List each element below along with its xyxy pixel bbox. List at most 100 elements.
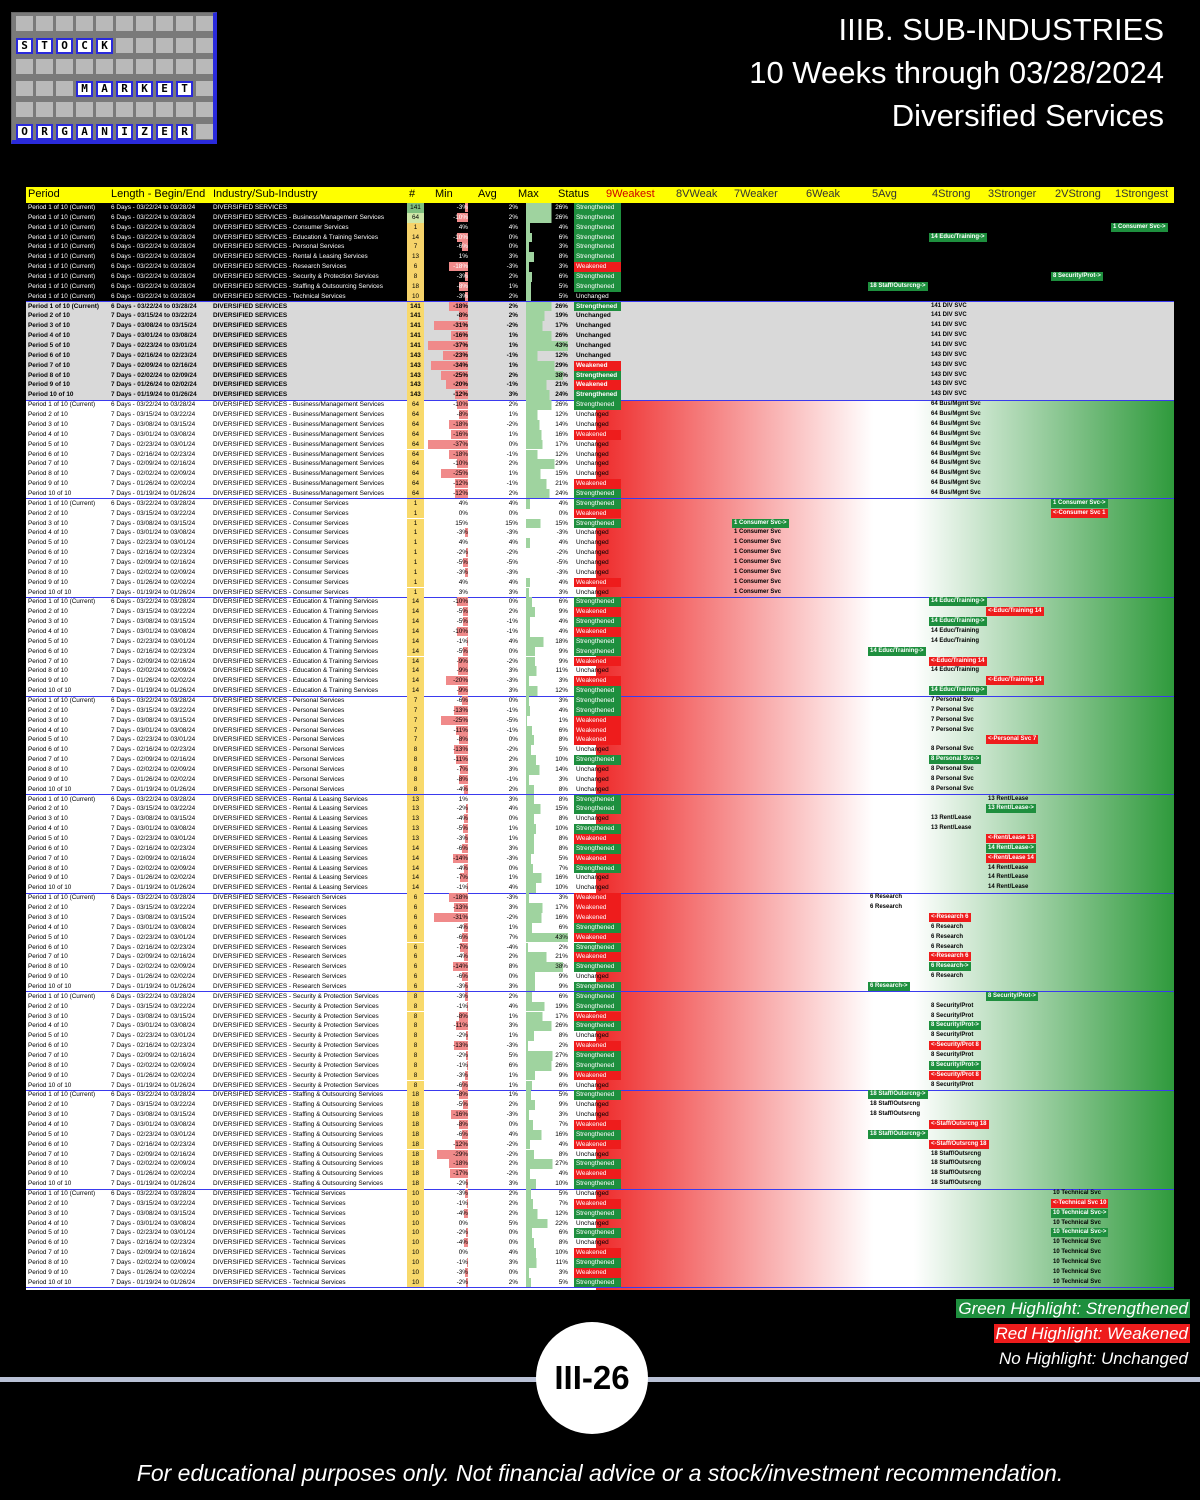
- table-row: Period 1 of 10 (Current) 6 Days - 03/22/2…: [26, 301, 1174, 312]
- max-cell: 24%: [526, 488, 568, 499]
- min-bar: [428, 341, 468, 351]
- min-bar: [466, 1198, 468, 1208]
- length-cell: 6 Days - 03/22/24 to 03/28/24: [111, 213, 196, 221]
- period-cell: Period 9 of 10: [28, 874, 68, 882]
- count-cell: 18: [407, 1110, 424, 1120]
- length-cell: 7 Days - 01/26/24 to 02/02/24: [111, 775, 196, 783]
- count-cell: 7: [407, 715, 424, 726]
- min-bar: [453, 903, 468, 913]
- min-bar: [457, 459, 468, 469]
- max-cell: 8%: [526, 252, 568, 263]
- table-row: Period 7 of 10 7 Days - 02/09/24 to 02/16…: [26, 1149, 1174, 1160]
- max-cell: 21%: [526, 380, 568, 391]
- position-tag: 6 Research: [931, 943, 964, 950]
- period-cell: Period 8 of 10: [28, 864, 68, 872]
- industry-cell: DIVERSIFIED SERVICES - Technical Service…: [213, 1190, 346, 1197]
- status-cell: Weakened: [574, 912, 621, 923]
- min-bar: [456, 1021, 468, 1031]
- avg-cell: 2%: [508, 401, 518, 409]
- logo-letter: A: [96, 80, 113, 97]
- length-cell: 7 Days - 02/09/24 to 02/16/24: [111, 460, 196, 468]
- count-cell: 8: [407, 991, 424, 1002]
- period-cell: Period 8 of 10: [28, 667, 68, 675]
- length-cell: 7 Days - 03/01/24 to 03/08/24: [111, 825, 196, 833]
- table-row: Period 1 of 10 (Current) 6 Days - 03/22/2…: [26, 272, 1174, 282]
- avg-cell: -2%: [506, 549, 518, 557]
- min-bar: [466, 1258, 468, 1268]
- industry-cell: DIVERSIFIED SERVICES - Security & Protec…: [213, 1061, 379, 1069]
- min-bar: [458, 666, 468, 676]
- logo-tile: [56, 102, 73, 117]
- count-cell: 18: [407, 1090, 424, 1101]
- status-cell: Weakened: [574, 1070, 621, 1081]
- avg-cell: 4%: [508, 884, 518, 892]
- industry-cell: DIVERSIFIED SERVICES - Security & Protec…: [213, 1051, 379, 1059]
- logo-tile: [176, 59, 193, 74]
- length-cell: 7 Days - 03/08/24 to 03/15/24: [111, 322, 197, 330]
- min-cell: -10%: [453, 213, 468, 221]
- max-cell: 15%: [526, 518, 568, 529]
- avg-cell: 2%: [508, 1101, 518, 1109]
- table-row: Period 1 of 10 (Current) 6 Days - 03/22/2…: [26, 242, 1174, 253]
- logo-letter: O: [16, 123, 33, 140]
- status-cell: Unchanged: [576, 568, 609, 576]
- table-row: Period 10 of 10 7 Days - 01/19/24 to 01/2…: [26, 981, 1174, 992]
- max-cell: 43%: [526, 932, 568, 943]
- position-tag: 10 Technical Svc: [1053, 1268, 1101, 1275]
- count-cell: 8: [407, 745, 424, 756]
- min-bar: [448, 262, 468, 272]
- avg-cell: 0%: [508, 1120, 518, 1128]
- industry-cell: DIVERSIFIED SERVICES - Education & Train…: [213, 667, 379, 675]
- period-cell: Period 7 of 10: [28, 953, 68, 961]
- position-tag: 10 Technical Svc: [1053, 1259, 1101, 1266]
- position-tag: 10 Technical Svc: [1053, 292, 1101, 299]
- min-cell: -1%: [456, 637, 468, 645]
- length-cell: 7 Days - 03/01/24 to 03/08/24: [111, 1120, 196, 1128]
- min-cell: -16%: [453, 430, 468, 438]
- avg-cell: -1%: [506, 351, 518, 359]
- period-cell: Period 1 of 10 (Current): [28, 795, 96, 803]
- max-cell: 26%: [526, 1060, 568, 1071]
- logo-letter: K: [96, 37, 113, 54]
- industry-cell: DIVERSIFIED SERVICES - Staffing & Outsou…: [213, 1150, 383, 1158]
- min-bar: [440, 370, 468, 380]
- status-cell: Weakened: [574, 1041, 621, 1051]
- max-cell: 11%: [526, 1258, 568, 1268]
- table-row: Period 3 of 10 7 Days - 03/08/24 to 03/15…: [26, 1208, 1174, 1219]
- max-cell: 14%: [526, 419, 568, 430]
- length-cell: 7 Days - 01/26/24 to 02/02/24: [111, 1170, 196, 1178]
- logo-letter: E: [156, 80, 173, 97]
- industry-cell: DIVERSIFIED SERVICES - Staffing & Outsou…: [213, 1130, 383, 1138]
- position-tag: 18 Staff/Outsrcng->: [868, 1129, 928, 1139]
- length-cell: 6 Days - 03/22/24 to 03/28/24: [111, 499, 196, 507]
- length-cell: 6 Days - 03/22/24 to 03/28/24: [111, 233, 196, 241]
- avg-cell: 1%: [508, 332, 518, 340]
- status-cell: Strengthened: [574, 794, 621, 805]
- avg-cell: 2%: [508, 213, 518, 221]
- min-cell: -13%: [453, 1042, 468, 1050]
- period-cell: Period 4 of 10: [28, 1219, 68, 1227]
- period-cell: Period 1 of 10 (Current): [28, 213, 96, 221]
- industry-cell: DIVERSIFIED SERVICES - Personal Services: [213, 716, 345, 724]
- avg-cell: 2%: [508, 785, 518, 793]
- max-cell: -2%: [556, 549, 568, 557]
- logo-letter: A: [76, 123, 93, 140]
- industry-cell: DIVERSIFIED SERVICES - Research Services: [213, 904, 347, 912]
- logo-letter: I: [116, 123, 133, 140]
- status-cell: Strengthened: [574, 942, 621, 953]
- min-cell: -18%: [453, 450, 468, 458]
- avg-cell: 2%: [508, 1160, 518, 1168]
- position-tag: 14 Rent/Lease: [988, 874, 1029, 881]
- logo-letter: R: [116, 80, 133, 97]
- min-cell: -6%: [456, 1130, 468, 1138]
- avg-cell: 1%: [508, 923, 518, 931]
- period-cell: Period 10 of 10: [28, 588, 72, 596]
- period-cell: Period 2 of 10: [28, 904, 68, 912]
- table-row: Period 5 of 10 7 Days - 02/23/24 to 03/01…: [26, 538, 1174, 549]
- min-cell: -11%: [453, 756, 468, 764]
- max-cell: 16%: [526, 912, 568, 923]
- min-cell: -6%: [456, 243, 468, 251]
- length-cell: 7 Days - 03/08/24 to 03/15/24: [111, 815, 196, 823]
- position-tag: <-Educ/Training 14: [986, 676, 1044, 686]
- logo-letter: N: [96, 123, 113, 140]
